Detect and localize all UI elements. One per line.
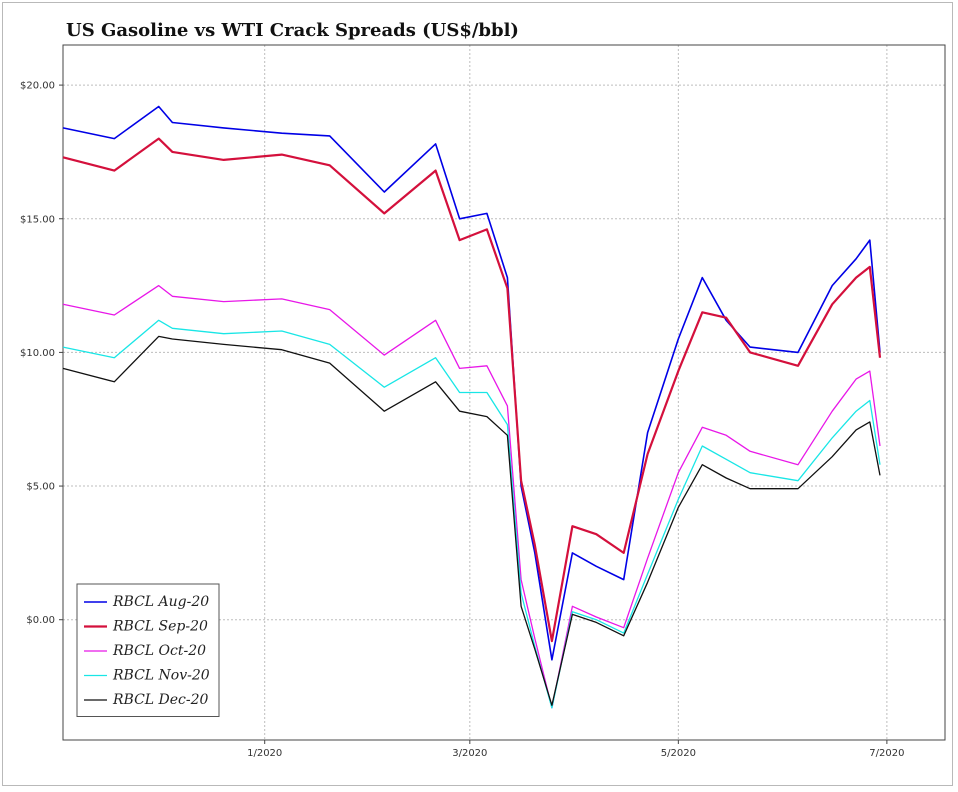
- x-axis: 1/2020 3/2020 5/2020 7/2020: [247, 740, 904, 759]
- x-tick-label: 3/2020: [452, 748, 487, 759]
- series-line-rbcl-oct-20: [62, 284, 881, 709]
- x-tick-label: 1/2020: [247, 748, 282, 759]
- grid-lines: [63, 45, 945, 740]
- y-tick-label: $10.00: [20, 348, 55, 359]
- y-axis: $0.00 $5.00 $10.00 $15.00 $20.00: [20, 81, 63, 626]
- legend-label: RBCL Sep-20: [112, 619, 208, 635]
- legend-label: RBCL Dec-20: [112, 692, 209, 708]
- chart-title: US Gasoline vs WTI Crack Spreads (US$/bb…: [66, 20, 519, 41]
- series-line-rbcl-sep-20: [62, 137, 882, 643]
- legend-box: [76, 583, 220, 717]
- series-line-rbcl-aug-20: [62, 105, 881, 661]
- series-layer: [62, 105, 882, 709]
- series-line-rbcl-dec-20: [62, 335, 881, 706]
- y-tick-label: $0.00: [26, 615, 55, 626]
- plot-area: [62, 44, 946, 741]
- y-tick-label: $15.00: [20, 214, 55, 225]
- legend-label: RBCL Oct-20: [112, 643, 206, 659]
- y-tick-label: $5.00: [26, 482, 55, 493]
- legend-label: RBCL Aug-20: [112, 594, 209, 610]
- legend-label: RBCL Nov-20: [112, 668, 210, 684]
- x-tick-label: 5/2020: [661, 748, 696, 759]
- legend: RBCL Aug-20 RBCL Sep-20 RBCL Oct-20 RBCL No…: [76, 583, 220, 717]
- y-tick-label: $20.00: [20, 81, 55, 92]
- x-tick-label: 7/2020: [869, 748, 904, 759]
